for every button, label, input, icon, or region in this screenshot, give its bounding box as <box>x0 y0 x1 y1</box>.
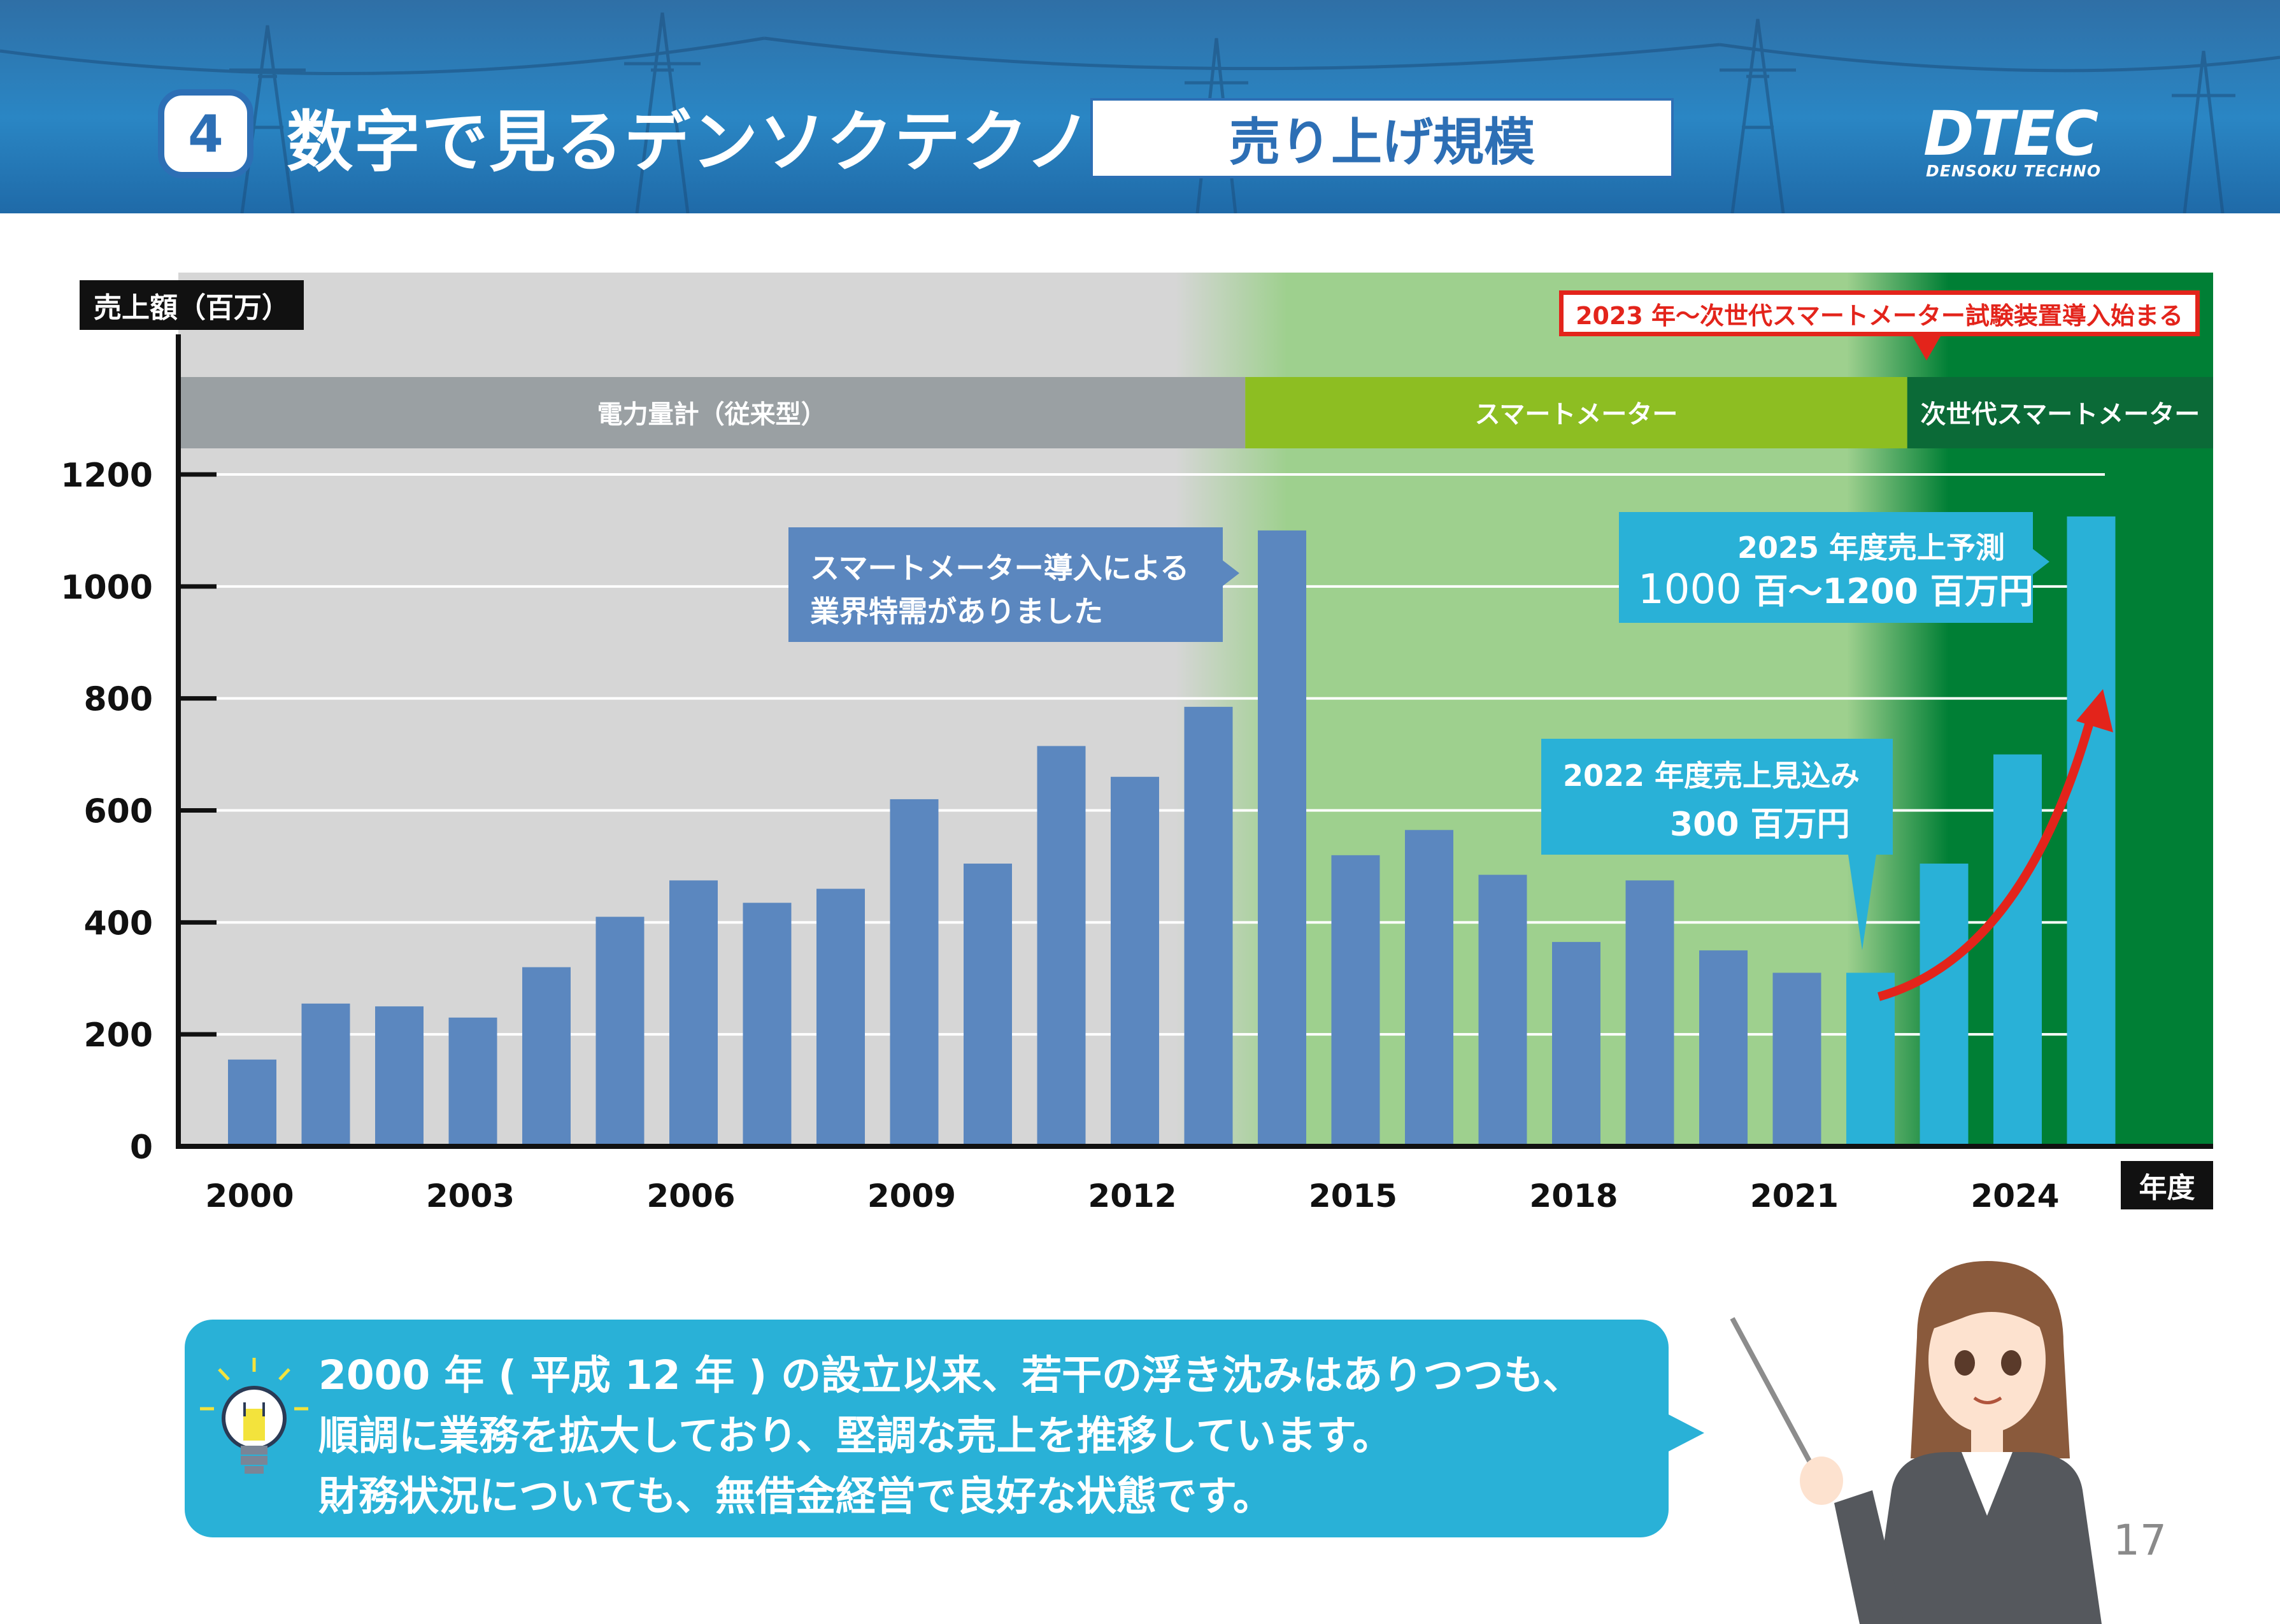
bar <box>1846 972 1895 1146</box>
y-axis-label: 売上額（百万） <box>80 280 304 330</box>
sales-bar-chart: 電力量計（従来型） スマートメーター 次世代スマートメーター 0 200 400 600 8… <box>61 273 2213 1214</box>
y-tick-label: 1000 <box>61 569 153 607</box>
bar <box>375 1006 424 1146</box>
bar <box>1625 880 1674 1146</box>
bar <box>1920 864 1969 1146</box>
bar <box>1993 754 2042 1146</box>
bar <box>1772 972 1821 1146</box>
forecast-2025-callout: 2025 年度売上予測 1000 百～1200 百万円 <box>1619 512 2034 623</box>
message-line3: 財務状況についても、無借金経営で良好な状態です。 <box>318 1473 1273 1520</box>
demand-callout-pointer <box>1223 560 1239 586</box>
x-tick-label: 2024 <box>1970 1178 2059 1214</box>
x-tick-label: 2021 <box>1750 1178 1839 1214</box>
header-banner: 4 数字で見るデンソクテクノ 売り上げ規模 DTEC DENSOKU TECHN… <box>0 0 2280 213</box>
bar <box>964 864 1012 1146</box>
era-band <box>1907 377 2213 448</box>
y-tick-label: 0 <box>130 1129 153 1167</box>
bar <box>1258 530 1306 1146</box>
era-band <box>1245 377 1907 448</box>
bar <box>448 1017 497 1146</box>
forecast-2025-line1: 2025 年度売上予測 <box>1737 531 2006 565</box>
forecast-2025-low: 1000 <box>1638 566 1742 613</box>
message-bubble: 2000 年 ( 平成 12 年 ) の設立以来、若干の浮き沈みはありつつも、 … <box>185 1320 1669 1537</box>
era-band-label: 次世代スマートメーター <box>1920 400 2200 429</box>
bar <box>2067 516 2116 1146</box>
bar <box>816 888 865 1146</box>
estimate-2022-line2: 300 百万円 <box>1670 806 1850 844</box>
bar <box>1552 942 1600 1146</box>
message-line2: 順調に業務を拡大しており、堅調な売上を推移しています。 <box>318 1413 1393 1459</box>
x-tick-label: 2003 <box>426 1178 515 1214</box>
logo-wordmark: DTEC <box>1923 98 2098 169</box>
presenter-illustration <box>1730 1261 2102 1624</box>
estimate-2022-pointer <box>1848 855 1876 950</box>
page-number: 17 <box>2113 1516 2167 1565</box>
demand-callout-line1: スマートメーター導入による <box>810 551 1190 585</box>
company-logo: DTEC DENSOKU TECHNO <box>1923 102 2134 185</box>
era-band-label: 電力量計（従来型） <box>597 400 827 429</box>
x-tick-label: 2006 <box>646 1178 735 1214</box>
bar <box>1331 855 1380 1146</box>
demand-callout-line2: 業界特需がありました <box>810 594 1103 629</box>
bar <box>890 799 939 1146</box>
bar <box>669 880 718 1146</box>
estimate-2022-callout: 2022 年度売上見込み 300 百万円 <box>1541 739 1893 855</box>
message-line1: 2000 年 ( 平成 12 年 ) の設立以来、若干の浮き沈みはありつつも、 <box>318 1352 1583 1399</box>
y-tick-label: 600 <box>83 793 153 831</box>
section-number-badge: 4 <box>158 89 253 178</box>
message-bubble-tail <box>1667 1414 1704 1452</box>
next-gen-note: 2023 年～次世代スマートメーター試験装置導入始まる <box>1559 290 2200 336</box>
logo-subtitle: DENSOKU TECHNO <box>1926 162 2102 180</box>
x-tick-label: 2000 <box>205 1178 294 1214</box>
era-band <box>178 377 1246 448</box>
x-tick-label: 2015 <box>1309 1178 1397 1214</box>
light-bulb-icon <box>200 1358 308 1474</box>
x-axis-label: 年度 <box>2121 1161 2213 1209</box>
y-tick-label: 1200 <box>61 457 153 495</box>
bar <box>301 1003 350 1146</box>
power-tower-background <box>0 12 2280 213</box>
forecast-2025-line2: 1000 百～1200 百万円 <box>1638 563 2034 613</box>
bar <box>1184 706 1233 1146</box>
bar <box>522 967 571 1146</box>
topic-label: 売り上げ規模 <box>1090 98 1674 178</box>
forecast-2025-pointer <box>2033 549 2049 574</box>
bar <box>1405 830 1453 1146</box>
bar <box>1111 776 1159 1146</box>
forecast-2025-range: 百～1200 百万円 <box>1741 571 2034 611</box>
message-text: 2000 年 ( 平成 12 年 ) の設立以来、若干の浮き沈みはありつつも、 … <box>318 1345 1583 1527</box>
x-tick-label: 2009 <box>867 1178 956 1214</box>
bar <box>743 902 792 1146</box>
era-band-label: スマートメーター <box>1475 400 1678 429</box>
estimate-2022-line1: 2022 年度売上見込み <box>1563 759 1860 793</box>
page-title: 数字で見るデンソクテクノ <box>287 103 1093 181</box>
bar <box>1037 746 1086 1146</box>
bar <box>1699 950 1748 1146</box>
y-tick-label: 200 <box>83 1016 153 1055</box>
y-tick-label: 800 <box>83 681 153 719</box>
x-tick-label: 2018 <box>1529 1178 1618 1214</box>
bar <box>228 1059 276 1146</box>
growth-arrow-icon <box>1877 689 2113 1001</box>
note-pointer <box>1913 336 1941 360</box>
x-tick-label: 2012 <box>1088 1178 1176 1214</box>
y-tick-label: 400 <box>83 904 153 943</box>
bar <box>595 916 645 1146</box>
demand-callout: スマートメーター導入による 業界特需がありました <box>788 527 1223 642</box>
bar <box>1478 874 1527 1146</box>
